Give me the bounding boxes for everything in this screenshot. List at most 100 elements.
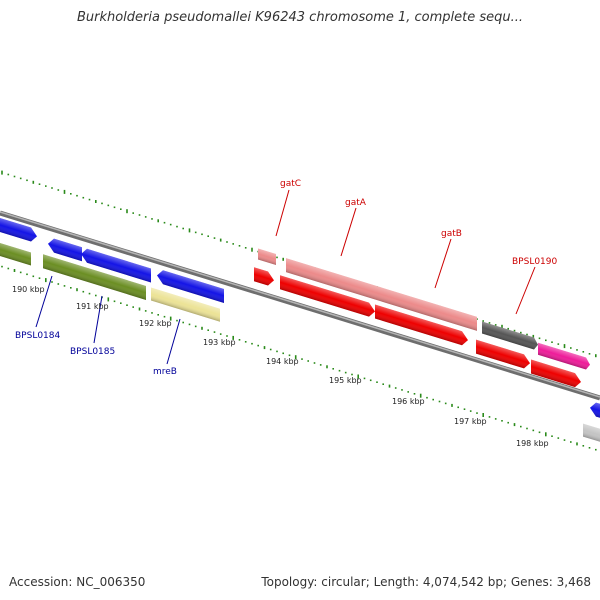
gene-feature[interactable] [254,267,274,287]
tick-mark [157,219,159,223]
gene-label-mreb[interactable]: mreB [153,367,177,377]
gene-feature[interactable] [280,275,375,318]
tick-mark [319,364,322,366]
tick-mark [551,435,553,437]
sequence-backbone [0,210,600,401]
gene-label-leaders [35,189,536,365]
gene-feature[interactable] [43,254,146,300]
tick-mark [576,349,578,351]
gene-feature[interactable] [482,321,538,350]
gene-feature[interactable] [531,359,581,389]
tick-mark [326,365,328,369]
tick-mark [26,273,28,276]
tick-mark [163,221,166,224]
gene-label-gatb[interactable]: gatB [441,229,462,239]
tick-mark [32,275,35,278]
tick-mark [263,346,266,350]
tick-mark [19,271,22,274]
gene-feature[interactable] [48,237,82,262]
gene-feature[interactable] [151,287,220,322]
tick-mark [595,354,597,358]
tick-mark [63,285,66,287]
topology-label: Topology: [261,575,318,589]
tick-mark [57,283,60,285]
tick-mark [570,441,572,443]
scale-label: 193 kbp [203,338,236,347]
tick-mark [169,316,172,321]
gene-label-bpsl0184[interactable]: BPSL0184 [15,331,61,341]
tick-mark [413,393,416,395]
gene-label-gatc[interactable]: gatC [280,179,301,189]
scale-label: 190 kbp [12,285,45,294]
tick-mark [13,269,16,272]
tick-mark [444,402,447,405]
scale-label: 197 kbp [454,417,487,426]
gene-label-gata[interactable]: gatA [345,198,367,208]
tick-mark [57,189,60,191]
tick-mark [88,198,91,201]
gene-feature[interactable] [81,247,151,283]
tick-mark [126,304,128,306]
sequence-summary: Topology: circular; Length: 4,074,542 bp… [261,575,591,589]
tick-mark [238,245,241,247]
tick-mark [113,206,116,209]
gene-feature[interactable] [583,423,600,442]
tick-mark [582,351,585,353]
tick-mark [563,439,566,441]
tick-mark [376,381,378,383]
tick-mark [1,265,3,268]
tick-mark [288,354,291,357]
tick-mark [132,306,134,308]
tick-mark [51,281,53,283]
gene-labels: gatC gatA gatB BPSL0190 BPSL0184 BPSL018… [15,179,558,377]
tick-mark [201,326,203,330]
tick-mark [494,418,497,420]
tick-mark [194,231,197,234]
tick-mark [120,302,122,304]
tick-mark [151,312,153,314]
tick-mark [438,400,441,403]
tick-mark [207,329,209,331]
tick-mark [488,416,491,418]
tick-mark [357,374,359,379]
tick-mark [194,325,197,328]
tick-mark [219,333,222,335]
gene-feature[interactable] [383,287,477,331]
gene-feature[interactable] [375,304,468,348]
tick-mark [494,324,497,326]
tick-mark [26,179,28,182]
gene-feature[interactable] [590,401,600,418]
gene-feature[interactable] [0,218,37,243]
tick-mark [120,208,122,210]
gene-feature[interactable] [476,339,530,371]
tick-mark [38,277,41,279]
tick-mark [101,202,103,205]
gene-label-bpsl0190[interactable]: BPSL0190 [512,257,558,267]
tick-mark [7,267,10,270]
tick-mark [226,241,228,243]
tick-mark [276,256,278,259]
tick-mark [588,447,591,449]
tick-mark [126,209,128,214]
gene-label-bpsl0185[interactable]: BPSL0185 [70,347,115,357]
tick-mark [207,235,209,237]
tick-mark [501,420,503,422]
tick-mark [113,300,116,303]
tick-mark [545,432,547,437]
tick-mark [513,423,516,427]
gene-feature[interactable] [0,243,31,266]
gene-feature[interactable] [258,248,276,266]
tick-mark [432,398,434,401]
gene-feature[interactable] [157,268,224,303]
tick-mark [513,329,516,332]
tick-mark [76,194,78,197]
tick-mark [188,323,191,326]
gene-feature[interactable] [538,342,590,371]
scale-label: 196 kbp [392,397,425,406]
scale-label: 194 kbp [266,357,299,366]
tick-mark [538,431,541,434]
tick-mark [45,185,47,187]
tick-mark [244,341,247,343]
gene-feature[interactable] [286,258,383,302]
tick-mark [382,383,384,385]
